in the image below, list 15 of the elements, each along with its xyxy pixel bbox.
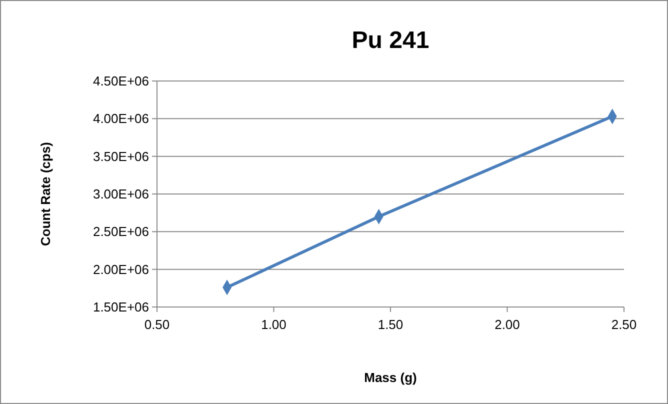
y-tick-label: 2.50E+06 — [92, 224, 149, 240]
y-tick-label: 4.00E+06 — [92, 111, 149, 126]
y-tick-label: 1.50E+06 — [92, 300, 149, 315]
y-tick-label: 2.00E+06 — [92, 262, 149, 277]
y-tick-label: 4.50E+06 — [92, 74, 149, 89]
x-tick-label: 0.50 — [144, 317, 170, 332]
x-tick-label: 2.00 — [494, 317, 520, 332]
y-tick-label: 3.50E+06 — [92, 148, 149, 164]
y-tick-label: 3.00E+06 — [92, 186, 149, 202]
y-axis-title: Count Rate (cps) — [38, 142, 53, 246]
x-tick-label: 2.50 — [611, 317, 637, 332]
chart-title: Pu 241 — [352, 27, 430, 54]
x-axis-title: Mass (g) — [364, 370, 417, 385]
x-tick-label: 1.00 — [261, 317, 286, 332]
x-tick-label: 1.50 — [378, 317, 404, 332]
